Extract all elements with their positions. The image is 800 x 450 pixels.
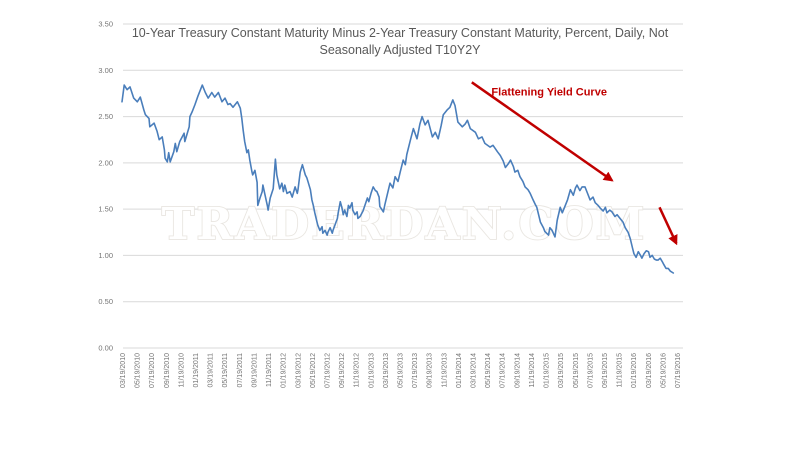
chart-title: 10-Year Treasury Constant Maturity Minus… <box>60 25 740 59</box>
x-axis-label: 07/19/2012 <box>325 353 332 388</box>
x-axis-label: 01/19/2014 <box>456 353 463 388</box>
x-axis-label: 07/19/2015 <box>587 353 594 388</box>
chart-title-line1: 10-Year Treasury Constant Maturity Minus… <box>131 26 669 40</box>
x-axis-label: 05/19/2013 <box>398 353 405 388</box>
annotation-arrow <box>471 81 614 182</box>
x-axis-label: 01/19/2011 <box>193 353 200 388</box>
x-axis-label: 03/19/2016 <box>646 353 653 388</box>
x-axis-label: 11/19/2011 <box>266 353 273 387</box>
y-axis-label: 3.50 <box>98 20 113 29</box>
x-axis-label: 03/19/2010 <box>120 353 127 388</box>
x-axis-label: 05/19/2010 <box>135 353 142 388</box>
x-axis-label: 03/19/2013 <box>383 353 390 388</box>
x-axis-label: 11/19/2013 <box>441 353 448 388</box>
y-axis-label: 1.00 <box>98 251 113 260</box>
x-axis-label: 05/19/2016 <box>660 353 667 388</box>
x-axis-label: 09/19/2014 <box>514 353 521 388</box>
x-axis-label: 03/19/2012 <box>295 353 302 388</box>
y-axis-label: 0.50 <box>98 297 113 306</box>
y-axis-label: 1.50 <box>98 205 113 214</box>
x-axis-label: 01/19/2016 <box>631 353 638 388</box>
y-axis-label: 3.00 <box>98 66 113 75</box>
series-line-t10y2y <box>121 84 675 274</box>
x-axis-label: 01/19/2012 <box>281 353 288 388</box>
annotation-arrow <box>658 206 678 246</box>
x-axis-label: 01/19/2013 <box>368 353 375 388</box>
y-axis-label: 2.50 <box>98 112 113 121</box>
x-axis-label: 03/19/2015 <box>558 353 565 388</box>
y-axis-label: 2.00 <box>98 158 113 167</box>
chart-title-line2: Seasonally Adjusted T10Y2Y <box>319 43 481 57</box>
x-axis-label: 03/19/2011 <box>208 353 215 388</box>
annotation-flattening-yield-curve: Flattening Yield Curve <box>491 87 607 99</box>
x-axis-label: 09/19/2010 <box>164 353 171 388</box>
x-axis-label: 11/19/2014 <box>529 353 536 388</box>
watermark-text: TRADERDAN.COM <box>162 199 647 250</box>
x-axis-label: 05/19/2015 <box>573 353 580 388</box>
x-axis-label: 09/19/2012 <box>339 353 346 388</box>
x-axis-label: 05/19/2014 <box>485 353 492 388</box>
x-axis-label: 11/19/2015 <box>617 353 624 388</box>
x-axis-label: 01/19/2015 <box>544 353 551 388</box>
x-axis-label: 07/19/2010 <box>149 353 156 388</box>
x-axis-label: 09/19/2015 <box>602 353 609 388</box>
x-axis-label: 05/19/2011 <box>222 353 229 388</box>
x-axis-label: 11/19/2010 <box>178 353 185 388</box>
x-axis-label: 07/19/2016 <box>675 353 682 388</box>
x-axis-label: 07/19/2014 <box>500 353 507 388</box>
x-axis-label: 11/19/2012 <box>354 353 361 388</box>
x-axis-label: 03/19/2014 <box>471 353 478 388</box>
x-axis-label: 07/19/2011 <box>237 353 244 388</box>
x-axis-label: 05/19/2012 <box>310 353 317 388</box>
x-axis-label: 09/19/2011 <box>251 353 258 388</box>
x-axis-label: 07/19/2013 <box>412 353 419 388</box>
y-axis-label: 0.00 <box>98 344 113 353</box>
x-axis-label: 09/19/2013 <box>427 353 434 388</box>
